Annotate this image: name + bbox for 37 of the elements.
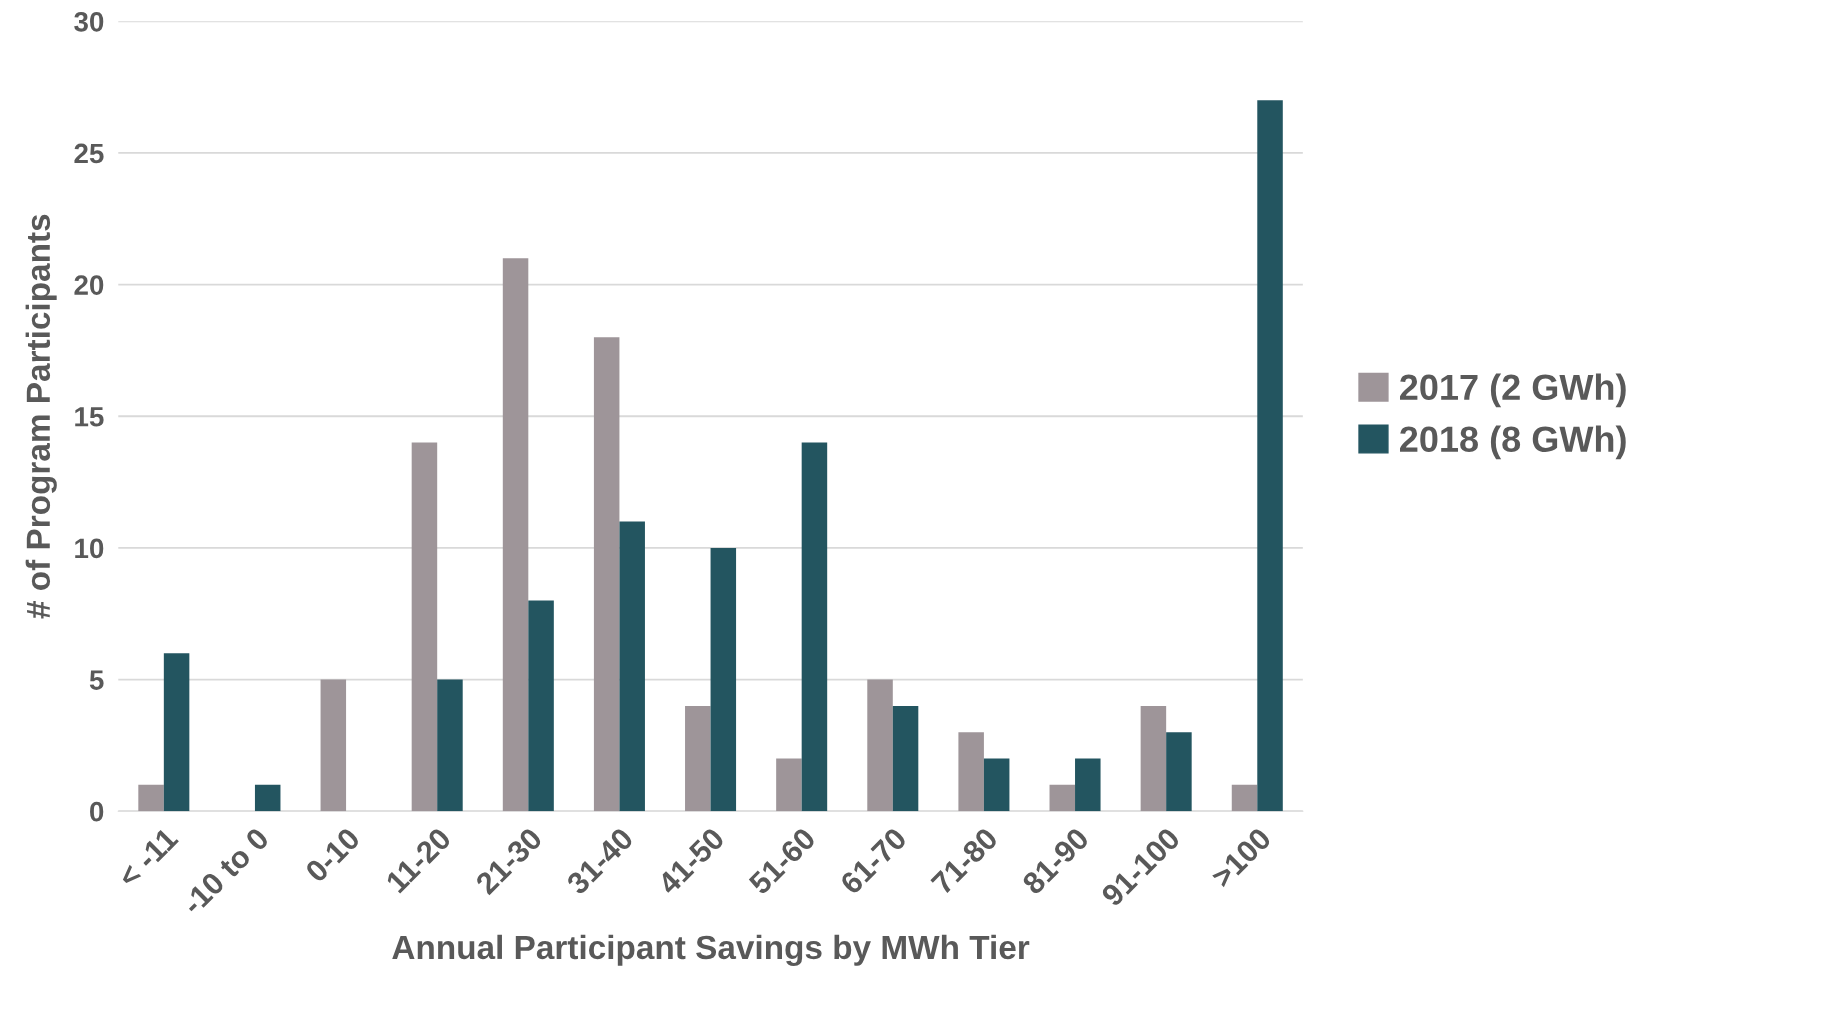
bar	[958, 732, 984, 812]
bar	[163, 653, 190, 812]
bar	[593, 337, 620, 812]
bar	[411, 442, 438, 812]
x-tick-label: -10 to 0	[180, 826, 270, 916]
y-tick-label: 5	[89, 670, 104, 690]
bar	[983, 758, 1010, 812]
y-tick-label: 10	[75, 538, 104, 559]
bar	[320, 679, 347, 812]
bar	[1075, 758, 1101, 812]
bar	[1231, 784, 1258, 812]
bar	[801, 442, 828, 812]
legend-label: 2017 (2 GWh)	[1400, 373, 1626, 408]
y-axis-title: # of Program Participants	[25, 214, 57, 619]
bar	[1140, 705, 1167, 812]
bar	[776, 758, 802, 812]
y-tick-label: 30	[74, 11, 104, 32]
bar	[138, 784, 164, 812]
bar	[1049, 784, 1076, 812]
bar	[1257, 100, 1283, 812]
bar	[528, 600, 554, 812]
bar	[710, 547, 737, 812]
y-tick-label: 15	[75, 407, 104, 427]
bar	[254, 784, 281, 812]
legend-label: 2018 (8 GWh)	[1400, 425, 1626, 460]
x-tick-label: < -11	[116, 826, 179, 889]
y-tick-label: 0	[90, 801, 104, 822]
y-tick-label: 25	[74, 143, 104, 164]
x-axis-title: Annual Participant Savings by MWh Tier	[392, 934, 1030, 966]
bar	[502, 258, 529, 812]
bar	[892, 705, 919, 812]
y-tick-label: 20	[74, 275, 104, 295]
bar	[867, 679, 893, 812]
bar	[619, 521, 645, 812]
bar	[685, 705, 711, 812]
bar	[1166, 732, 1192, 812]
bar	[437, 679, 463, 812]
